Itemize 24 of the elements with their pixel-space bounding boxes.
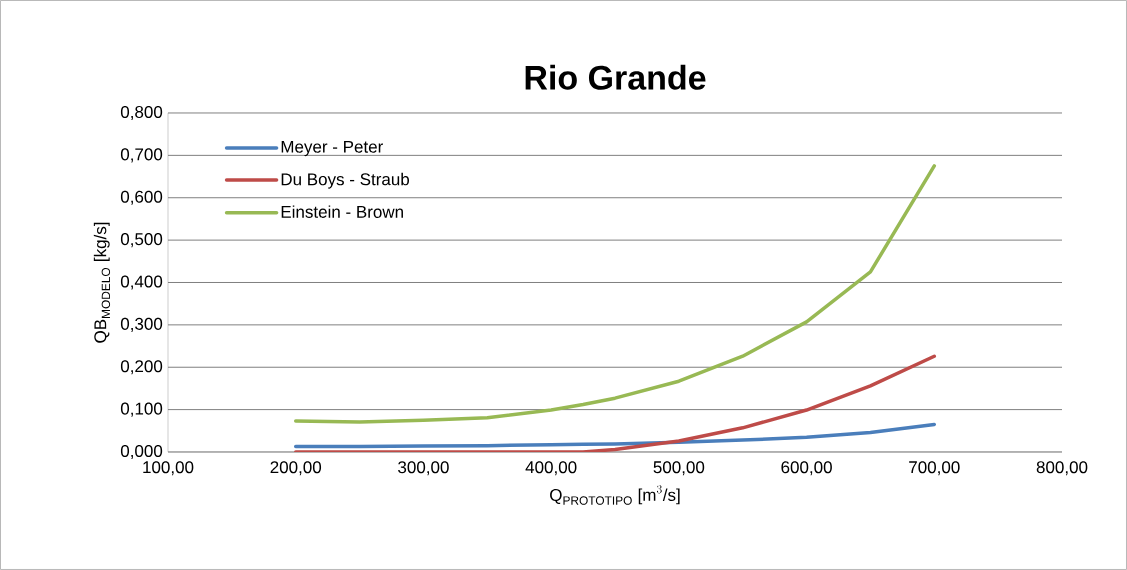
y-tick-label: 0,300 [120,317,163,332]
y-tick-label: 0,800 [120,105,163,120]
x-tick-label: 400,00 [525,461,577,476]
x-tick-label: 500,00 [653,461,705,476]
y-tick-label: 0,100 [120,402,163,417]
y-axis-title: $\text{QB}_{\text{MODELO}}\text{ [kg/s]}$ [93,222,111,343]
y-tick-label: 0,600 [120,190,163,205]
x-tick-label: 200,00 [270,461,322,476]
y-tick-label: 0,500 [120,233,163,248]
legend-label: Du Boys - Straub [281,172,410,189]
x-tick-label: 100,00 [143,461,194,476]
x-tick-label: 800,00 [1036,461,1088,476]
x-axis-title: $\text{Q}_{\text{PROTOTIPO}}\text{ [m}^{3}\text{/s]}$ [550,485,680,505]
legend-label: Meyer - Peter [281,140,383,157]
x-tick-label: 600,00 [781,461,832,476]
y-tick-label: 0,200 [120,360,163,375]
legend-label: Einstein - Brown [281,205,403,218]
x-tick-label: 300,00 [398,461,449,476]
y-tick-label: 0,400 [120,275,163,290]
y-tick-label: 0,700 [120,148,163,163]
line-series [293,422,937,449]
y-tick-label: 0,000 [120,444,163,460]
x-tick-label: 700,00 [909,461,960,476]
chart-title: Rio Grande [525,64,706,90]
